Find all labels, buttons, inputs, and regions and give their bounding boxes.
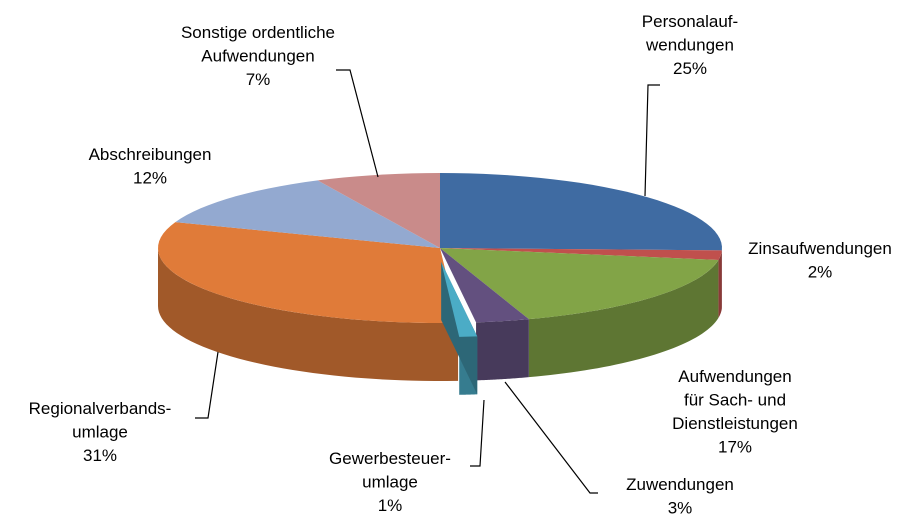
leader-line	[336, 69, 379, 178]
leader-lines	[195, 69, 660, 494]
value-label: 12%	[133, 169, 167, 188]
slice	[158, 222, 459, 323]
leader-line	[644, 84, 660, 197]
slice	[440, 248, 722, 260]
slice	[440, 173, 722, 251]
category-label: Zuwendungen	[626, 475, 734, 494]
leader-line	[195, 351, 219, 419]
category-label: Zinsaufwendungen	[748, 239, 892, 258]
pie	[158, 173, 722, 395]
category-label: Regionalverbands-umlage	[29, 399, 172, 442]
slice-side	[528, 259, 719, 378]
slice-side	[158, 248, 459, 381]
slice	[440, 248, 719, 320]
value-label: 7%	[246, 70, 271, 89]
slice	[440, 248, 529, 323]
slice	[175, 180, 440, 248]
category-label: Gewerbesteuer-umlage	[329, 449, 451, 492]
value-label: 2%	[808, 263, 833, 282]
leader-line	[504, 381, 598, 494]
category-label: Aufwendungen für Sach- und Dienstleistunge…	[672, 367, 798, 433]
slice	[441, 261, 478, 337]
category-label: Sonstige ordentliche Aufwendungen	[181, 23, 335, 66]
slice-side	[476, 319, 529, 381]
leader-line	[470, 399, 485, 467]
slice-side	[718, 250, 722, 318]
value-label: 17%	[718, 438, 752, 457]
labels: Personalauf-wendungen 25% Zinsaufwendungen…	[29, 12, 892, 518]
value-label: 1%	[378, 496, 403, 515]
value-label: 31%	[83, 446, 117, 465]
slice	[317, 173, 440, 248]
category-label: Abschreibungen	[89, 145, 212, 164]
value-label: 3%	[668, 499, 693, 518]
category-label: Personalauf-wendungen	[642, 12, 738, 55]
value-label: 25%	[673, 59, 707, 78]
